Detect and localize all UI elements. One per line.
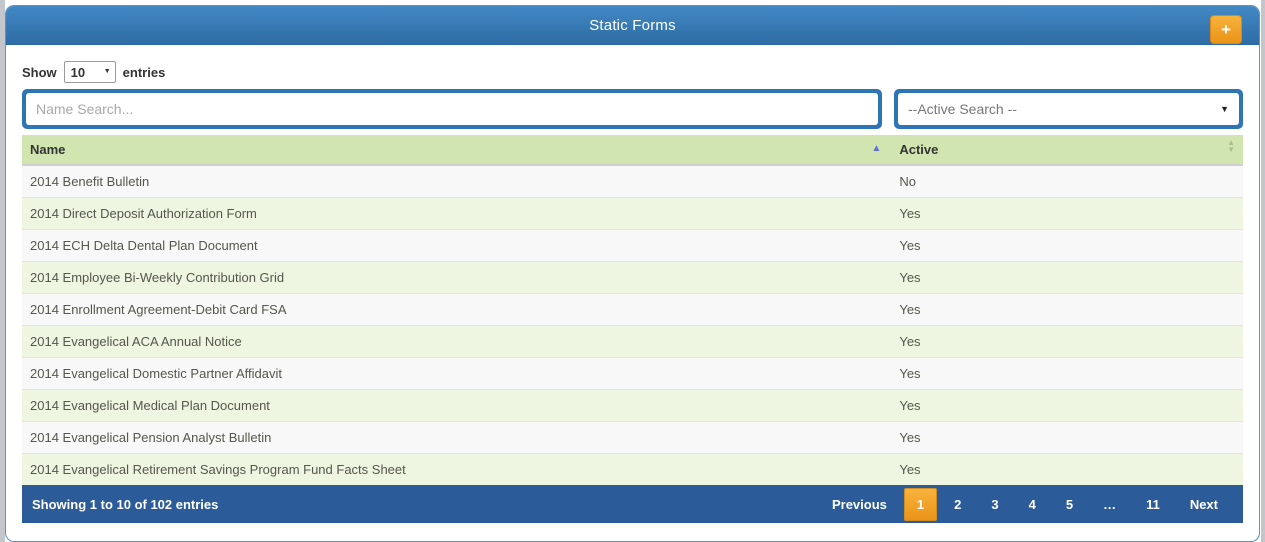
column-label-name: Name	[30, 142, 66, 157]
name-search-input[interactable]	[26, 93, 878, 125]
entries-select[interactable]: 10	[63, 61, 116, 83]
cell-active: Yes	[891, 293, 1243, 326]
pagination-3[interactable]: 3	[991, 496, 999, 512]
cell-name: 2014 Evangelical ACA Annual Notice	[22, 325, 892, 358]
cell-active: Yes	[891, 325, 1243, 358]
cell-name: 2014 Enrollment Agreement-Debit Card FSA	[22, 293, 892, 326]
pagination-4[interactable]: 4	[1028, 496, 1036, 512]
table-row[interactable]: 2014 Evangelical ACA Annual Notice Yes	[22, 325, 1243, 358]
entries-label: entries	[122, 64, 166, 80]
table-row[interactable]: 2014 Benefit Bulletin No	[22, 164, 1243, 198]
cell-active: No	[891, 164, 1243, 198]
table-row[interactable]: 2014 Evangelical Pension Analyst Bulleti…	[22, 421, 1243, 454]
add-button[interactable]: +	[1210, 15, 1242, 44]
table-row[interactable]: 2014 Evangelical Domestic Partner Affida…	[22, 357, 1243, 390]
cell-active: Yes	[891, 229, 1243, 262]
column-label-active: Active	[899, 142, 939, 157]
pagination-2[interactable]: 2	[954, 496, 962, 512]
panel-body: Show 10 ▼ entries --Active Search -- ▼ N…	[6, 45, 1259, 541]
cell-active: Yes	[891, 389, 1243, 422]
table-body: 2014 Benefit Bulletin No 2014 Direct Depos…	[22, 164, 1243, 485]
pagination-11[interactable]: 11	[1146, 496, 1160, 512]
static-forms-table: Name ▲ Active ▲ ▼ 2014 Benefit Bulletin N…	[22, 135, 1243, 485]
table-row[interactable]: 2014 Direct Deposit Authorization Form Ye…	[22, 197, 1243, 230]
active-search-frame: --Active Search -- ▼	[894, 89, 1243, 129]
cell-name: 2014 Evangelical Medical Plan Document	[22, 389, 892, 422]
cell-name: 2014 Employee Bi-Weekly Contribution Gri…	[22, 261, 892, 294]
panel-header: Static Forms +	[6, 6, 1259, 45]
panel-title: Static Forms	[589, 17, 676, 34]
table-header-row: Name ▲ Active ▲ ▼	[22, 135, 1243, 166]
entries-select-wrap: 10 ▼	[63, 61, 116, 83]
sort-both-icon: ▲ ▼	[1227, 138, 1235, 154]
page-edge-right	[1261, 0, 1265, 542]
sort-ascending-icon: ▲	[871, 143, 882, 154]
sort-up-glyph: ▲	[1227, 138, 1235, 147]
pagination-ellipsis: …	[1103, 496, 1117, 512]
cell-active: Yes	[891, 453, 1243, 485]
cell-name: 2014 Benefit Bulletin	[22, 164, 892, 198]
search-row: --Active Search -- ▼	[22, 89, 1243, 129]
cell-name: 2014 ECH Delta Dental Plan Document	[22, 229, 892, 262]
show-label: Show	[22, 64, 57, 80]
sort-down-glyph: ▼	[1227, 145, 1235, 154]
page-edge-left	[0, 0, 5, 542]
column-header-name[interactable]: Name ▲	[22, 135, 892, 166]
cell-name: 2014 Evangelical Domestic Partner Affida…	[22, 357, 892, 390]
pagination-1[interactable]: 1	[903, 487, 938, 521]
cell-name: 2014 Evangelical Pension Analyst Bulleti…	[22, 421, 892, 454]
table-row[interactable]: 2014 Employee Bi-Weekly Contribution Gri…	[22, 261, 1243, 294]
pagination-next[interactable]: Next	[1189, 496, 1218, 512]
entries-length-control: Show 10 ▼ entries	[22, 61, 1243, 83]
pagination: Previous 1 2 3 4 5 … 11 Next	[815, 487, 1231, 521]
entries-info: Showing 1 to 10 of 102 entries	[32, 496, 219, 512]
cell-name: 2014 Evangelical Retirement Savings Prog…	[22, 453, 892, 485]
cell-name: 2014 Direct Deposit Authorization Form	[22, 197, 892, 230]
plus-icon: +	[1221, 19, 1231, 39]
table-footer: Showing 1 to 10 of 102 entries Previous 1…	[22, 485, 1243, 523]
active-search-select[interactable]: --Active Search --	[898, 93, 1239, 125]
static-forms-panel: Static Forms + Show 10 ▼ entries --Activ…	[5, 5, 1260, 542]
column-header-active[interactable]: Active ▲ ▼	[891, 135, 1243, 166]
cell-active: Yes	[891, 357, 1243, 390]
pagination-5[interactable]: 5	[1065, 496, 1074, 512]
table-row[interactable]: 2014 Enrollment Agreement-Debit Card FSA…	[22, 293, 1243, 326]
pagination-previous[interactable]: Previous	[831, 496, 887, 512]
table-row[interactable]: 2014 ECH Delta Dental Plan Document Yes	[22, 229, 1243, 262]
table-row[interactable]: 2014 Evangelical Retirement Savings Prog…	[22, 453, 1243, 485]
cell-active: Yes	[891, 197, 1243, 230]
table-row[interactable]: 2014 Evangelical Medical Plan Document Ye…	[22, 389, 1243, 422]
name-search-frame	[22, 89, 882, 129]
cell-active: Yes	[891, 421, 1243, 454]
cell-active: Yes	[891, 261, 1243, 294]
